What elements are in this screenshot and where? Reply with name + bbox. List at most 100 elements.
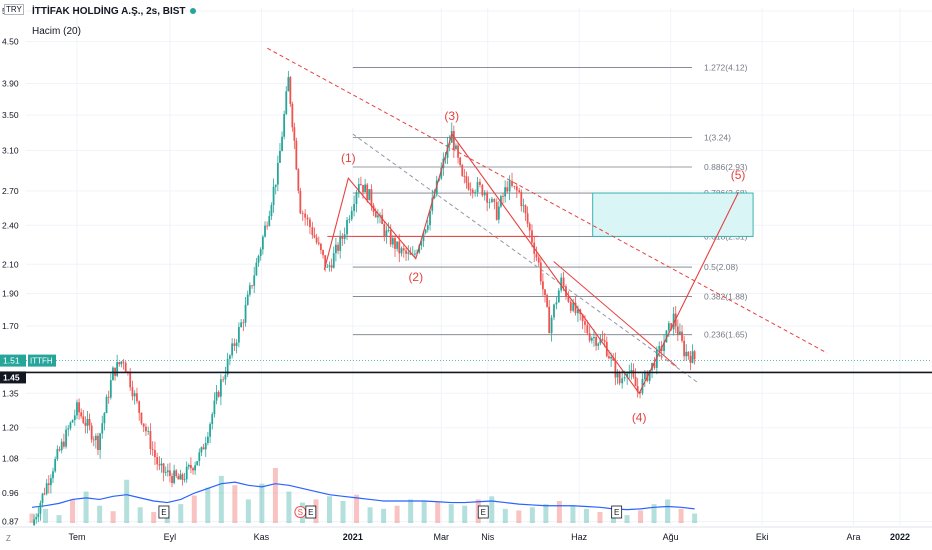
candle-body xyxy=(192,468,194,471)
volume-bar xyxy=(421,501,427,523)
candle-body xyxy=(222,379,225,381)
candle-body xyxy=(206,436,209,443)
currency-tag[interactable]: TRY xyxy=(4,4,24,15)
volume-bar xyxy=(272,468,278,523)
candle-body xyxy=(544,289,546,296)
candle-body xyxy=(362,184,364,193)
candle-body xyxy=(407,252,410,254)
earnings-marker xyxy=(477,505,489,519)
candle-body xyxy=(49,478,52,486)
candle-body xyxy=(429,210,431,226)
y-axis: 5.004.503.903.503.102.702.402.101.901.70… xyxy=(2,6,19,527)
volume-bar xyxy=(516,510,522,523)
candle-body xyxy=(693,351,696,360)
candle-body xyxy=(187,465,190,467)
candle-body xyxy=(158,464,161,466)
market-status-dot xyxy=(189,8,196,15)
candle-body xyxy=(196,461,199,466)
candle-body xyxy=(601,338,604,341)
fib-retracement: 1.272(4.12)1(3.24)0.886(2.93)0.786(2.68)… xyxy=(352,62,748,340)
wave-label: (3) xyxy=(444,109,459,123)
candle-body xyxy=(90,425,93,440)
y-tick-label: 1.70 xyxy=(2,321,19,331)
candle-body xyxy=(35,517,38,520)
candle-body xyxy=(339,236,342,251)
y-tick-label: 1.20 xyxy=(2,423,19,433)
support-price-tag: 1.45 xyxy=(0,371,26,384)
x-tick-label: 2021 xyxy=(343,532,363,542)
candle-body xyxy=(62,441,65,447)
falling-wedge-upper xyxy=(553,261,677,367)
candle-body xyxy=(346,219,348,235)
candle-body xyxy=(632,370,635,377)
candle-body xyxy=(518,190,521,193)
candle-body xyxy=(350,210,353,220)
candle-body xyxy=(268,216,271,226)
volume-bar xyxy=(583,508,589,523)
candle-body xyxy=(194,465,197,471)
candle-body xyxy=(274,184,277,187)
candle-body xyxy=(177,476,180,480)
candle-body xyxy=(248,285,251,295)
candle-body xyxy=(259,249,262,256)
candle-body xyxy=(461,164,464,176)
candle-body xyxy=(567,296,570,302)
candle-body xyxy=(535,253,538,258)
volume-bar xyxy=(218,475,224,523)
candle-body xyxy=(328,265,331,267)
candle-body xyxy=(94,435,97,441)
candle-body xyxy=(122,361,125,363)
candle-body xyxy=(181,474,184,480)
candle-body xyxy=(169,470,171,477)
volume-bar xyxy=(43,508,49,523)
volume-bar xyxy=(124,479,130,523)
candle-body xyxy=(508,180,511,192)
volume-bar xyxy=(327,496,333,523)
volume-bar xyxy=(56,515,62,523)
support-tag-bg xyxy=(0,371,26,384)
candle-body xyxy=(332,253,335,268)
volume-indicator-label[interactable]: Hacim (20) xyxy=(32,26,81,37)
candle-body xyxy=(266,225,269,227)
symbol-tag-bg xyxy=(28,354,56,367)
candle-body xyxy=(183,479,186,481)
candle-body xyxy=(557,290,560,303)
candle-body xyxy=(202,447,205,450)
candle-body xyxy=(78,402,80,413)
candle-body xyxy=(244,304,247,323)
candle-body xyxy=(140,412,143,424)
event-marker-label: E xyxy=(308,508,313,517)
y-tick-label: 1.08 xyxy=(2,453,19,463)
candle-body xyxy=(60,441,63,451)
candle-body xyxy=(469,189,472,191)
candle-body xyxy=(173,470,176,483)
y-tick-label: 0.87 xyxy=(2,517,19,527)
candle-body xyxy=(301,213,304,215)
y-tick-label: 2.70 xyxy=(2,186,19,196)
candle-body xyxy=(251,285,253,287)
candle-body xyxy=(92,439,95,441)
volume-bar xyxy=(624,515,630,523)
target-zone-box xyxy=(592,192,754,237)
x-tick-label: 2022 xyxy=(890,532,910,542)
candle-body xyxy=(343,234,346,239)
candle-body xyxy=(471,189,474,193)
x-tick-label: Haz xyxy=(571,532,588,542)
candle-body xyxy=(47,483,50,486)
candle-body xyxy=(621,378,624,384)
candle-body xyxy=(513,185,516,187)
candle-body xyxy=(444,157,447,159)
volume-bar xyxy=(70,499,76,523)
candle-body xyxy=(599,338,602,344)
candle-body xyxy=(175,470,178,477)
candle-body xyxy=(283,113,286,137)
candle-body xyxy=(431,197,434,211)
candle-body xyxy=(376,215,379,218)
candle-body xyxy=(448,142,451,145)
volume-bar xyxy=(651,504,657,523)
candle-body xyxy=(595,337,598,346)
candle-body xyxy=(676,326,679,335)
symbol-title[interactable]: İTTİFAK HOLDİNG A.Ş., 2s, BIST xyxy=(32,6,196,17)
